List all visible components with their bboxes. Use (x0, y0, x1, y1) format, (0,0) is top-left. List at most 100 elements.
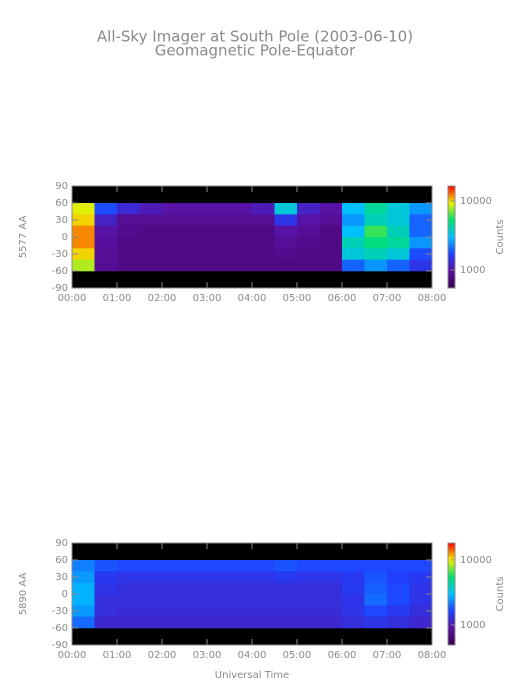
colorbar-tick-label: 1000 (460, 265, 485, 276)
heatmap-cell (252, 225, 275, 238)
y-tick-label: -30 (52, 606, 68, 617)
heatmap-cell (252, 605, 275, 617)
heatmap-cell (274, 237, 298, 249)
heatmap-cell (297, 214, 320, 226)
heatmap-cell (274, 214, 298, 226)
colorbar (447, 542, 456, 646)
heatmap-cell (297, 237, 320, 249)
heatmap-cell (72, 259, 95, 272)
heatmap-cell (184, 237, 208, 249)
heatmap-cell (409, 616, 433, 629)
heatmap-cell (207, 237, 230, 249)
x-tick-label: 01:00 (103, 650, 132, 661)
heatmap-cell (274, 203, 298, 215)
x-tick-label: 06:00 (328, 650, 357, 661)
heatmap-cell (94, 571, 118, 583)
heatmap-cell (139, 560, 163, 572)
heatmap-cell (229, 605, 253, 617)
x-tick-label: 00:00 (58, 650, 87, 661)
heatmap-cell (297, 594, 320, 606)
heatmap-cell (229, 237, 253, 249)
heatmap-cell (72, 582, 95, 595)
heatmap-cell (207, 203, 230, 215)
x-tick-label: 04:00 (238, 650, 267, 661)
heatmap-cell (94, 237, 118, 249)
heatmap-cell (342, 225, 365, 238)
heatmap-cell (364, 237, 388, 249)
heatmap-cell (409, 560, 433, 572)
heatmap-cell (207, 560, 230, 572)
heatmap-cell (184, 605, 208, 617)
heatmap-cell (117, 582, 140, 595)
heatmap-cell (117, 225, 140, 238)
heatmap-cell (409, 259, 433, 272)
heatmap-cell (319, 560, 343, 572)
heatmap-cell (207, 616, 230, 629)
colorbar-tick-label: 10000 (460, 196, 492, 207)
heatmap-cell (94, 259, 118, 272)
heatmap-cell (162, 214, 185, 226)
heatmap-cell (409, 237, 433, 249)
heatmap-cell (409, 582, 433, 595)
heatmap-cell (72, 594, 95, 606)
heatmap-cell (94, 203, 118, 215)
heatmap-cell (342, 237, 365, 249)
x-tick-label: 07:00 (373, 650, 402, 661)
heatmap-cell (342, 571, 365, 583)
heatmap-cell (72, 571, 95, 583)
heatmap-cell (387, 616, 410, 629)
heatmap-cell (252, 571, 275, 583)
heatmap-cell (162, 616, 185, 629)
heatmap-cell (184, 214, 208, 226)
heatmap-cell (387, 237, 410, 249)
x-tick-label: 05:00 (283, 293, 312, 304)
heatmap-cell (364, 582, 388, 595)
heatmap-cell (252, 560, 275, 572)
y-tick-label: 60 (55, 555, 68, 566)
heatmap-cell (342, 582, 365, 595)
heatmap-cell (387, 248, 410, 260)
heatmap-cell (342, 259, 365, 272)
y-tick-label: 30 (55, 572, 68, 583)
heatmap-cell (409, 594, 433, 606)
x-tick-label: 03:00 (193, 650, 222, 661)
heatmap-cell (117, 248, 140, 260)
heatmap-cell (94, 582, 118, 595)
heatmap-cell (274, 616, 298, 629)
heatmap-cell (207, 594, 230, 606)
heatmap-cell (319, 225, 343, 238)
heatmap-cell (94, 225, 118, 238)
heatmap-cell (252, 237, 275, 249)
heatmap-cell (342, 214, 365, 226)
heatmap-cell (319, 237, 343, 249)
heatmap-cell (207, 582, 230, 595)
heatmap-cell (297, 203, 320, 215)
heatmap-cell (207, 225, 230, 238)
x-axis-label: Universal Time (215, 670, 289, 680)
heatmap-cell (252, 259, 275, 272)
heatmap-cell (94, 560, 118, 572)
heatmap-cell (72, 203, 95, 215)
heatmap-cell (387, 605, 410, 617)
heatmap-cell (364, 571, 388, 583)
heatmap-cell (207, 605, 230, 617)
heatmap-cell (274, 225, 298, 238)
colorbar-label: Counts (495, 577, 506, 612)
heatmap-cell (162, 248, 185, 260)
heatmap-cell (319, 571, 343, 583)
heatmap-cell (229, 616, 253, 629)
heatmap-cell (297, 582, 320, 595)
colorbar-label: Counts (495, 220, 506, 255)
heatmap-cell (94, 248, 118, 260)
heatmap-cell (207, 259, 230, 272)
heatmap-cell (162, 571, 185, 583)
heatmap-cell (252, 616, 275, 629)
heatmap-cell (117, 203, 140, 215)
heatmap-cell (162, 560, 185, 572)
heatmap-cell (162, 225, 185, 238)
heatmap-cell (184, 594, 208, 606)
heatmap-cell (319, 248, 343, 260)
heatmap-cell (229, 203, 253, 215)
heatmap-cell (94, 594, 118, 606)
heatmap-cell (274, 605, 298, 617)
